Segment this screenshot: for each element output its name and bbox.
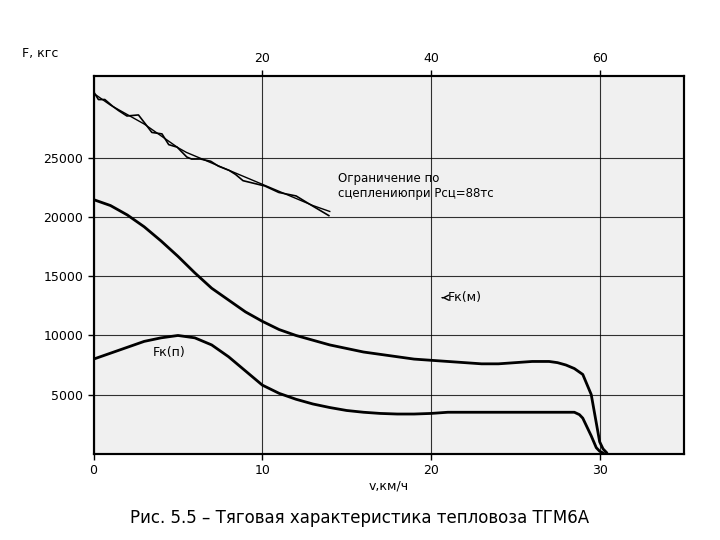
Y-axis label: F, кгс: F, кгс: [22, 48, 58, 60]
Text: Ограничение по
сцеплениюпри Рсц=88тс: Ограничение по сцеплениюпри Рсц=88тс: [338, 172, 494, 200]
Text: Рис. 5.5 – Тяговая характеристика тепловоза ТГМ6А: Рис. 5.5 – Тяговая характеристика теплов…: [130, 509, 590, 528]
X-axis label: v,км/ч: v,км/ч: [369, 480, 409, 493]
Text: Fк(м): Fк(м): [442, 291, 482, 304]
Text: Fк(п): Fк(п): [153, 346, 185, 359]
